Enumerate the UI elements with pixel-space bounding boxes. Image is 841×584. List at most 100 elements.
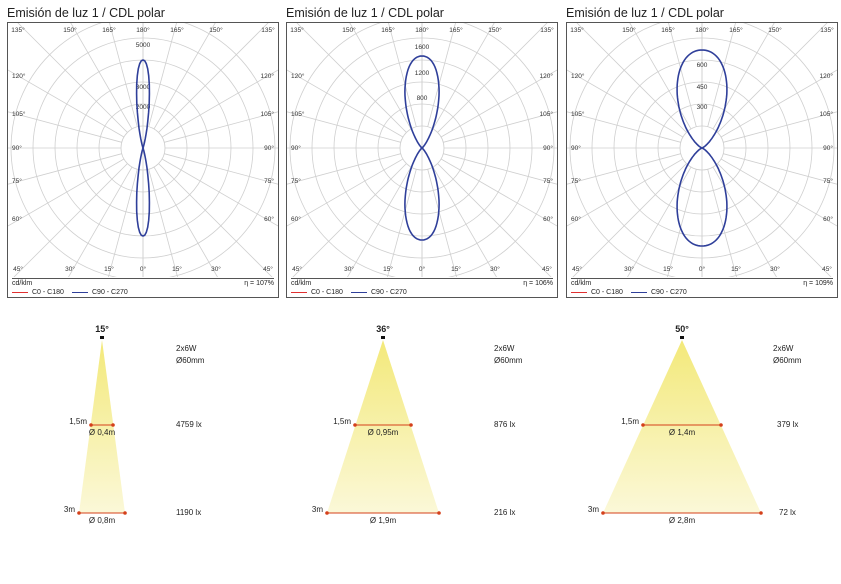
angle-tick-label: 15° [172, 265, 182, 273]
radial-value-label: 3000 [136, 84, 151, 91]
beam-angle-label: 36° [376, 324, 390, 334]
efficiency-label: η = 106% [523, 280, 553, 287]
polar-panel-3: Emisión de luz 1 / CDL polar 135° 150° 165°… [566, 0, 838, 300]
angle-tick-label: 120° [820, 72, 834, 80]
angle-tick-label: 150° [488, 26, 502, 34]
angle-tick-label: 90° [12, 144, 22, 152]
angle-tick-label: 60° [571, 215, 581, 223]
polar-grid: 135° 150° 165° 180° 165° 150° 135° 45° 30° 15° 0° 1… [567, 23, 837, 277]
radial-value-label: 600 [697, 62, 708, 69]
chart-footer: cd/klm η = 107% C0 - C180 C90 - C270 [12, 278, 274, 297]
distance-1-label: 1,5m [621, 417, 639, 426]
angle-tick-label: 75° [291, 177, 301, 185]
radial-value-label: 1600 [415, 44, 430, 51]
angle-tick-label: 45° [292, 265, 302, 273]
illuminance-2: 72 lx [779, 508, 796, 517]
angle-tick-label: 75° [823, 177, 833, 185]
angle-tick-label: 105° [540, 110, 554, 118]
legend-swatch [571, 292, 587, 293]
angle-tick-label: 90° [823, 144, 833, 152]
angle-tick-label: 150° [63, 26, 77, 34]
legend-swatch [72, 292, 88, 293]
spot-diameter-2: Ø 2,8m [668, 516, 696, 525]
angle-tick-label: 150° [768, 26, 782, 34]
illuminance-1: 379 lx [777, 420, 799, 429]
angle-tick-label: 75° [264, 177, 274, 185]
angle-tick-label: 90° [291, 144, 301, 152]
beam-diagram-3: 50° 2x6W Ø60mm 1,5m 3m Ø 1,4m Ø 2,8m 379 lx 72 l… [560, 318, 840, 584]
angle-tick-label: 135° [540, 26, 554, 34]
legend-label: C0 - C180 [32, 289, 64, 296]
unit-label: cd/klm [291, 280, 312, 287]
angle-tick-label: 105° [820, 110, 834, 118]
angle-tick-label: 165° [381, 26, 395, 34]
angle-tick-label: 135° [570, 26, 584, 34]
angle-tick-label: 150° [342, 26, 356, 34]
efficiency-label: η = 109% [803, 280, 833, 287]
illuminance-1: 876 lx [494, 420, 516, 429]
distance-2-label: 3m [587, 505, 599, 514]
light-source-marker [100, 336, 104, 339]
angle-tick-label: 15° [104, 265, 114, 273]
angle-tick-label: 45° [13, 265, 23, 273]
spot-diameter-2: Ø 0,8m [88, 516, 116, 525]
angle-tick-label: 75° [571, 177, 581, 185]
distance-2-label: 3m [311, 505, 323, 514]
series-c90-c270-curve [135, 59, 151, 237]
angle-tick-label: 15° [383, 265, 393, 273]
angle-tick-label: 120° [291, 72, 305, 80]
chart-footer: cd/klm η = 106% C0 - C180 C90 - C270 [291, 278, 553, 297]
angle-tick-label: 60° [291, 215, 301, 223]
legend-swatch [631, 292, 647, 293]
angle-tick-label: 180° [136, 26, 150, 34]
angle-tick-label: 120° [540, 72, 554, 80]
spot-diameter-1: Ø 0,4m [88, 428, 116, 437]
angle-tick-label: 30° [624, 265, 634, 273]
polar-chart-frame: 135° 150° 165° 180° 165° 150° 135° 45° 30° 15° 0° 1… [286, 22, 558, 298]
legend-item-c0: C0 - C180 [571, 289, 623, 296]
polar-panel-2: Emisión de luz 1 / CDL polar 135° 150° 165°… [286, 0, 558, 300]
legend-label: C90 - C270 [92, 289, 128, 296]
angle-tick-label: 105° [12, 110, 26, 118]
angle-tick-label: 120° [12, 72, 26, 80]
angle-tick-label: 135° [290, 26, 304, 34]
radial-value-label: 2000 [136, 104, 151, 111]
radial-value-label: 5000 [136, 42, 151, 49]
legend-swatch [12, 292, 28, 293]
polar-grid: 135° 150° 165° 180° 165° 150° 135° 45° 30° 15° 0° 1… [8, 23, 278, 277]
legend-swatch [351, 292, 367, 293]
angle-tick-label: 15° [663, 265, 673, 273]
angle-tick-label: 90° [543, 144, 553, 152]
unit-label: cd/klm [12, 280, 33, 287]
illuminance-2: 1190 lx [176, 508, 202, 517]
light-source-marker [381, 336, 385, 339]
power-label: 2x6W [176, 344, 197, 353]
legend-item-c90: C90 - C270 [72, 289, 128, 296]
illuminance-2: 216 lx [494, 508, 516, 517]
distance-1-label: 1,5m [69, 417, 87, 426]
unit-label: cd/klm [571, 280, 592, 287]
angle-tick-label: 0° [140, 265, 147, 273]
angle-tick-label: 90° [571, 144, 581, 152]
angle-tick-label: 0° [419, 265, 426, 273]
power-label: 2x6W [773, 344, 794, 353]
polar-grid: 135° 150° 165° 180° 165° 150° 135° 45° 30° 15° 0° 1… [287, 23, 557, 277]
polar-panel-1: Emisión de luz 1 / CDL polar 135° 150° 165°… [7, 0, 279, 300]
distance-1-label: 1,5m [333, 417, 351, 426]
angle-tick-label: 165° [449, 26, 463, 34]
spot-diameter-1: Ø 0,95m [367, 428, 399, 437]
chart-title: Emisión de luz 1 / CDL polar [286, 6, 444, 20]
chart-title: Emisión de luz 1 / CDL polar [566, 6, 724, 20]
angle-tick-label: 150° [622, 26, 636, 34]
housing-diameter-label: Ø60mm [176, 356, 205, 365]
radial-value-label: 300 [697, 104, 708, 111]
polar-chart-frame: 135° 150° 165° 180° 165° 150° 135° 45° 30° 15° 0° 1… [7, 22, 279, 298]
illuminance-1: 4759 lx [176, 420, 202, 429]
distance-2-label: 3m [63, 505, 75, 514]
angle-tick-label: 165° [102, 26, 116, 34]
angle-tick-label: 165° [170, 26, 184, 34]
legend-item-c90: C90 - C270 [351, 289, 407, 296]
legend-swatch [291, 292, 307, 293]
angle-tick-label: 30° [490, 265, 500, 273]
angle-tick-label: 150° [209, 26, 223, 34]
